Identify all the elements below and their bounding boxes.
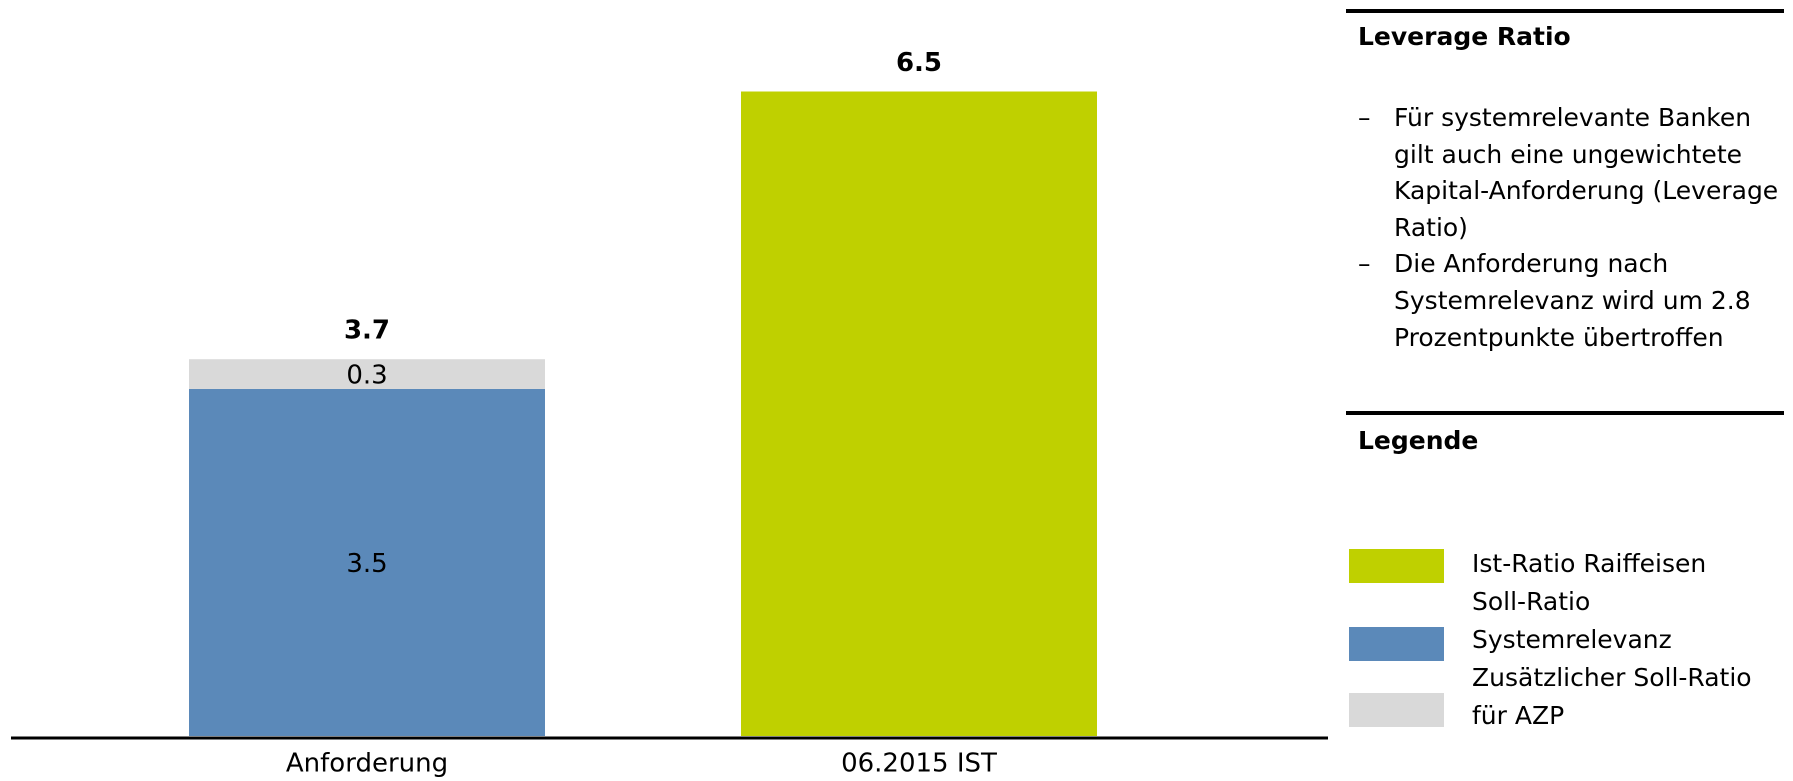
bullet-list: Für systemrelevante Banken gilt auch ein…: [1358, 100, 1788, 356]
legend-label: Ist-Ratio Raiffeisen: [1472, 549, 1707, 578]
legend-label: Zusätzlicher Soll-Ratio für AZP: [1472, 663, 1752, 730]
panel-title: Leverage Ratio: [1358, 22, 1571, 51]
segment-label: 0.3: [346, 361, 387, 391]
bullet: Für systemrelevante Banken gilt auch ein…: [1358, 100, 1788, 246]
bar-segment: [189, 388, 545, 736]
bar-segment: [741, 91, 1097, 736]
legend-swatch: [1349, 627, 1444, 661]
total-label: 6.5: [896, 48, 942, 78]
segment-label: 3.5: [346, 549, 387, 579]
panel-rule: [1346, 9, 1784, 13]
legend-label: Soll-Ratio Systemrelevanz: [1472, 587, 1672, 654]
legend-title: Legende: [1358, 426, 1479, 455]
x-tick-label: Anforderung: [286, 749, 448, 779]
panel-rule: [1346, 411, 1784, 415]
legend-swatch: [1349, 549, 1444, 583]
chart: 3.5 0.3 3.7 Anforderung 6.5 06.2015 IST: [11, 48, 1328, 779]
bar-segment: [189, 359, 545, 389]
bullet: Die Anforderung nach Systemrelevanz wird…: [1358, 246, 1788, 356]
x-tick-label: 06.2015 IST: [841, 749, 997, 779]
total-label: 3.7: [344, 316, 390, 346]
legend-swatch: [1349, 693, 1444, 727]
